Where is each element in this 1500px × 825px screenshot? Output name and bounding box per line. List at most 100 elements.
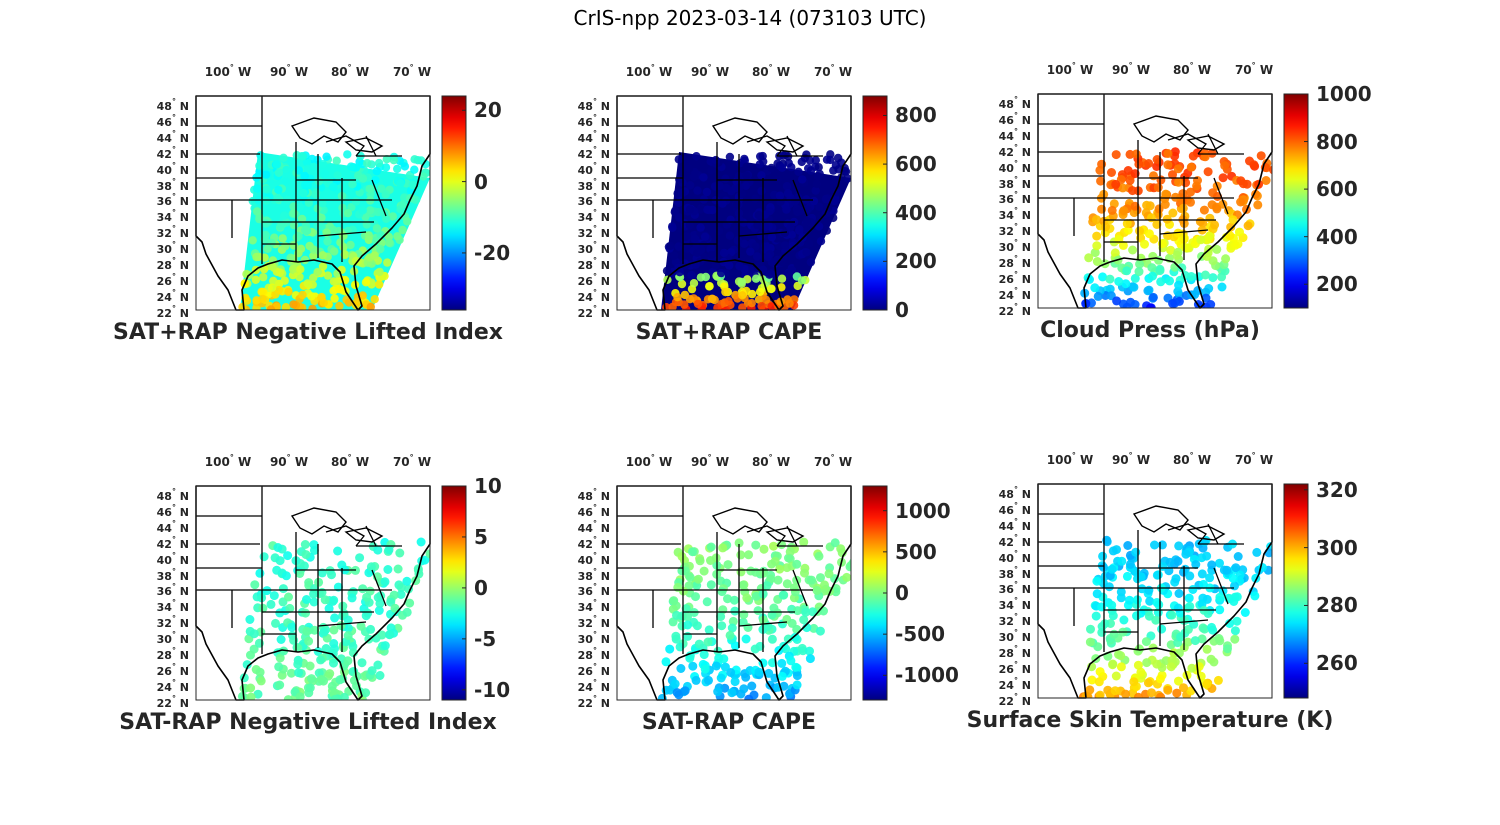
data-point xyxy=(300,171,309,181)
data-point xyxy=(811,186,820,195)
data-point xyxy=(1176,632,1186,642)
data-point xyxy=(362,592,372,602)
data-point xyxy=(246,692,256,700)
data-point xyxy=(419,172,428,181)
data-point xyxy=(733,236,742,245)
data-point xyxy=(408,180,417,190)
data-point xyxy=(1153,607,1163,617)
data-point xyxy=(1107,205,1117,215)
lon-label: 80° W xyxy=(330,453,370,469)
data-point xyxy=(1114,277,1124,286)
data-point xyxy=(793,606,803,616)
data-point xyxy=(751,540,761,550)
data-point xyxy=(1174,648,1184,658)
data-point xyxy=(1207,622,1217,632)
data-point xyxy=(765,270,774,279)
data-point xyxy=(309,540,319,550)
data-point xyxy=(1232,616,1242,626)
data-point xyxy=(675,642,685,652)
data-point xyxy=(351,197,361,206)
data-point xyxy=(1181,549,1191,559)
data-point xyxy=(729,595,739,605)
data-point xyxy=(1162,214,1172,224)
data-point xyxy=(814,551,824,561)
data-point xyxy=(1225,619,1235,628)
data-point xyxy=(284,592,293,602)
data-point xyxy=(257,287,266,296)
data-point xyxy=(1218,173,1228,183)
lat-label: 48° N xyxy=(577,97,610,113)
data-point xyxy=(829,213,838,223)
data-point xyxy=(686,181,695,190)
data-point xyxy=(1086,624,1095,634)
data-point xyxy=(398,225,407,235)
lat-label: 24° N xyxy=(156,287,189,304)
data-point xyxy=(356,621,366,631)
data-point xyxy=(386,623,396,633)
data-point xyxy=(1100,619,1110,629)
data-point xyxy=(1123,541,1133,550)
lat-label: 30° N xyxy=(577,240,610,257)
lat-label: 30° N xyxy=(156,240,189,257)
data-point xyxy=(275,556,285,566)
state-border xyxy=(1213,177,1229,215)
data-point xyxy=(1144,585,1154,595)
data-point xyxy=(685,572,695,582)
data-point xyxy=(388,212,397,221)
data-point xyxy=(680,686,690,696)
data-point xyxy=(303,279,312,288)
data-point xyxy=(258,294,267,304)
data-point xyxy=(730,641,740,651)
geography-layer xyxy=(1037,93,1273,309)
lat-label: 28° N xyxy=(998,254,1031,270)
data-point xyxy=(384,545,394,555)
data-point xyxy=(343,631,353,640)
data-point xyxy=(1186,197,1195,207)
data-point xyxy=(370,251,379,260)
data-layer xyxy=(657,537,851,700)
lat-label: 36° N xyxy=(156,582,189,599)
state-border xyxy=(746,525,786,547)
data-point xyxy=(330,613,340,623)
data-point xyxy=(302,626,312,636)
lat-label: 48° N xyxy=(577,487,610,503)
data-point xyxy=(1095,165,1105,175)
data-point xyxy=(1125,595,1134,605)
data-point xyxy=(741,672,751,682)
data-point xyxy=(1093,291,1103,301)
data-point xyxy=(1221,254,1231,264)
lat-label: 34° N xyxy=(577,208,610,225)
data-point xyxy=(661,657,671,667)
state-border xyxy=(1159,619,1209,625)
data-point xyxy=(374,606,384,615)
data-point xyxy=(1090,283,1100,293)
coastline xyxy=(195,95,431,311)
lat-label: 40° N xyxy=(998,548,1031,565)
lat-label: 44° N xyxy=(577,518,610,535)
data-point xyxy=(720,662,730,672)
data-point xyxy=(1230,634,1240,644)
map-background xyxy=(617,486,851,700)
lat-label: 46° N xyxy=(156,502,189,519)
data-point xyxy=(303,181,312,190)
colorbar-tick-label: 20 xyxy=(474,98,502,123)
data-point xyxy=(684,581,694,591)
data-point xyxy=(692,152,701,161)
data-point xyxy=(259,552,269,562)
map-panel-5: 100° W 90° W 80° W 70° W 48° N 46° N 44° N 42° … xyxy=(526,450,959,750)
data-point xyxy=(1261,176,1271,185)
data-point xyxy=(819,606,828,616)
data-point xyxy=(1119,206,1129,216)
data-point xyxy=(1207,148,1217,158)
data-point xyxy=(365,184,374,194)
data-point xyxy=(1137,584,1147,594)
data-point xyxy=(289,209,298,218)
data-point xyxy=(1157,624,1167,634)
colorbar xyxy=(441,95,467,311)
data-point xyxy=(1132,611,1141,621)
data-point xyxy=(1228,573,1238,583)
data-point xyxy=(1232,592,1242,602)
geography-layer xyxy=(195,95,431,311)
data-point xyxy=(294,166,304,175)
data-point xyxy=(753,606,763,616)
